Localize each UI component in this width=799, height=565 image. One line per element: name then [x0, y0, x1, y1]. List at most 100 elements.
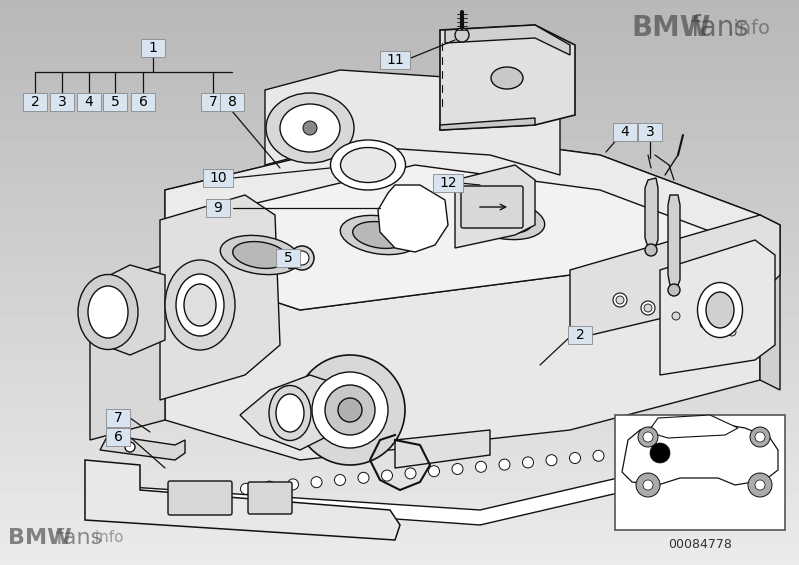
Polygon shape	[622, 422, 778, 485]
Circle shape	[650, 443, 670, 463]
Polygon shape	[85, 460, 400, 540]
Circle shape	[700, 320, 708, 328]
Circle shape	[288, 479, 299, 490]
Polygon shape	[760, 215, 780, 390]
Circle shape	[640, 446, 651, 457]
Circle shape	[452, 463, 463, 475]
Text: 00084778: 00084778	[668, 538, 732, 551]
Circle shape	[295, 355, 405, 465]
Ellipse shape	[276, 394, 304, 432]
Circle shape	[381, 470, 392, 481]
Polygon shape	[455, 165, 535, 248]
Ellipse shape	[340, 147, 396, 182]
Text: 6: 6	[113, 430, 122, 444]
Circle shape	[405, 468, 416, 479]
Circle shape	[710, 440, 721, 450]
Circle shape	[170, 490, 181, 501]
Ellipse shape	[165, 260, 235, 350]
Text: 7: 7	[113, 411, 122, 425]
Circle shape	[643, 480, 653, 490]
FancyBboxPatch shape	[106, 428, 130, 446]
Text: 6: 6	[138, 95, 148, 109]
Ellipse shape	[280, 104, 340, 152]
FancyBboxPatch shape	[220, 93, 244, 111]
Ellipse shape	[340, 215, 419, 255]
Ellipse shape	[706, 292, 734, 328]
FancyBboxPatch shape	[50, 93, 74, 111]
Text: BMW: BMW	[632, 14, 711, 42]
Text: 7: 7	[209, 95, 217, 109]
Polygon shape	[570, 215, 780, 340]
Circle shape	[193, 488, 205, 499]
Circle shape	[311, 477, 322, 488]
Circle shape	[455, 28, 469, 42]
Polygon shape	[440, 118, 535, 130]
Polygon shape	[165, 130, 760, 250]
Polygon shape	[265, 70, 560, 175]
Text: 2: 2	[30, 95, 39, 109]
Circle shape	[125, 442, 135, 452]
Text: 5: 5	[110, 95, 119, 109]
Ellipse shape	[78, 275, 138, 350]
Circle shape	[636, 473, 660, 497]
Circle shape	[755, 432, 765, 442]
Circle shape	[358, 472, 369, 483]
Circle shape	[687, 441, 698, 453]
Polygon shape	[445, 25, 570, 55]
FancyBboxPatch shape	[613, 123, 637, 141]
Circle shape	[725, 325, 739, 339]
Polygon shape	[165, 130, 760, 310]
Circle shape	[475, 461, 487, 472]
Ellipse shape	[491, 67, 523, 89]
Circle shape	[264, 481, 275, 492]
Circle shape	[644, 304, 652, 312]
Polygon shape	[645, 178, 658, 247]
Polygon shape	[440, 25, 575, 130]
Text: .info: .info	[728, 19, 771, 37]
Circle shape	[303, 121, 317, 135]
Circle shape	[616, 296, 624, 304]
Circle shape	[638, 427, 658, 447]
Circle shape	[100, 497, 110, 507]
Circle shape	[613, 293, 627, 307]
Polygon shape	[648, 415, 738, 438]
Polygon shape	[160, 195, 280, 400]
FancyBboxPatch shape	[103, 93, 127, 111]
Circle shape	[295, 251, 309, 265]
Circle shape	[546, 455, 557, 466]
Text: BMW: BMW	[632, 14, 711, 42]
Text: 3: 3	[646, 125, 654, 139]
Text: 10: 10	[209, 171, 227, 185]
Circle shape	[645, 244, 657, 256]
Circle shape	[617, 448, 627, 459]
Polygon shape	[660, 240, 775, 375]
Ellipse shape	[184, 284, 216, 326]
Text: .info: .info	[90, 531, 124, 545]
Circle shape	[593, 450, 604, 461]
Circle shape	[146, 492, 157, 503]
Circle shape	[312, 372, 388, 448]
FancyBboxPatch shape	[638, 123, 662, 141]
Bar	[615, 415, 785, 530]
Circle shape	[290, 246, 314, 270]
Ellipse shape	[352, 221, 407, 249]
FancyBboxPatch shape	[141, 39, 165, 57]
Circle shape	[217, 485, 228, 497]
Polygon shape	[240, 375, 355, 450]
Circle shape	[428, 466, 439, 477]
Polygon shape	[668, 195, 680, 285]
Polygon shape	[378, 185, 448, 252]
Circle shape	[499, 459, 510, 470]
Circle shape	[748, 473, 772, 497]
Circle shape	[240, 483, 252, 494]
Ellipse shape	[233, 242, 288, 268]
Ellipse shape	[221, 236, 300, 275]
Text: 12: 12	[439, 176, 457, 190]
Circle shape	[669, 309, 683, 323]
FancyBboxPatch shape	[23, 93, 47, 111]
FancyBboxPatch shape	[131, 93, 155, 111]
Circle shape	[697, 317, 711, 331]
FancyBboxPatch shape	[201, 93, 225, 111]
Ellipse shape	[176, 274, 224, 336]
Text: 8: 8	[228, 95, 237, 109]
